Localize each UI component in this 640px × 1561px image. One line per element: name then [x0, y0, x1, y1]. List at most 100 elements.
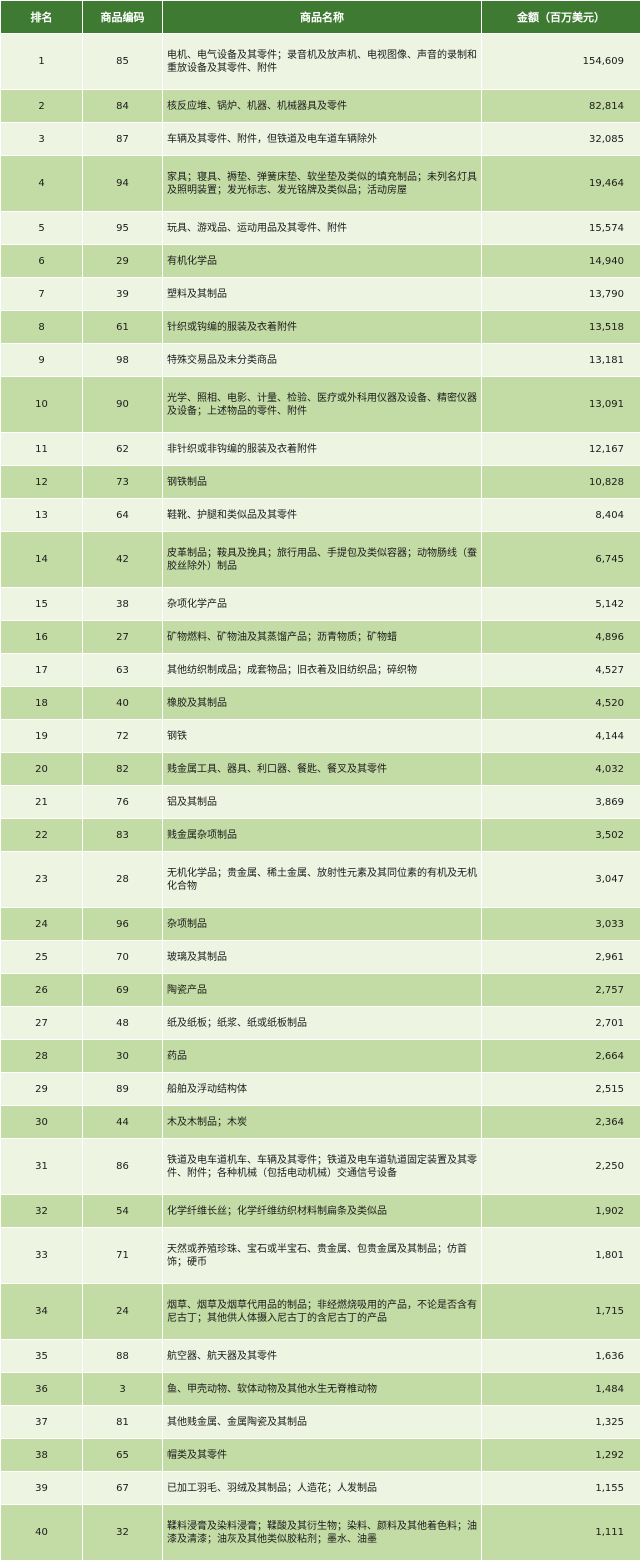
amount-cell: 1,155: [482, 1472, 640, 1505]
name-cell: 杂项制品: [163, 908, 482, 941]
amount-cell: 15,574: [482, 212, 640, 245]
amount-cell: 3,033: [482, 908, 640, 941]
code-cell: 62: [83, 433, 163, 466]
amount-cell: 82,814: [482, 90, 640, 123]
amount-cell: 14,940: [482, 245, 640, 278]
name-cell: 家具；寝具、褥垫、弹簧床垫、软坐垫及类似的填充制品；未列名灯具及照明装置；发光标…: [163, 156, 482, 212]
code-cell: 98: [83, 344, 163, 377]
name-cell: 贱金属工具、器具、利口器、餐匙、餐叉及其零件: [163, 753, 482, 786]
rank-cell: 9: [1, 344, 83, 377]
rank-cell: 39: [1, 1472, 83, 1505]
code-cell: 90: [83, 377, 163, 433]
name-cell: 玻璃及其制品: [163, 941, 482, 974]
code-cell: 94: [83, 156, 163, 212]
amount-cell: 1,902: [482, 1195, 640, 1228]
amount-cell: 1,325: [482, 1406, 640, 1439]
code-cell: 70: [83, 941, 163, 974]
name-cell: 天然或养殖珍珠、宝石或半宝石、贵金属、包贵金属及其制品；仿首饰；硬币: [163, 1228, 482, 1284]
rank-cell: 15: [1, 588, 83, 621]
code-cell: 84: [83, 90, 163, 123]
code-cell: 48: [83, 1007, 163, 1040]
amount-cell: 4,896: [482, 621, 640, 654]
amount-cell: 1,801: [482, 1228, 640, 1284]
name-cell: 电机、电气设备及其零件；录音机及放声机、电视图像、声音的录制和重放设备及其零件、…: [163, 34, 482, 90]
rank-cell: 10: [1, 377, 83, 433]
amount-cell: 5,142: [482, 588, 640, 621]
code-cell: 64: [83, 499, 163, 532]
name-cell: 有机化学品: [163, 245, 482, 278]
code-cell: 61: [83, 311, 163, 344]
amount-cell: 13,790: [482, 278, 640, 311]
code-cell: 29: [83, 245, 163, 278]
rank-cell: 37: [1, 1406, 83, 1439]
name-cell: 化学纤维长丝；化学纤维纺织材料制扁条及类似品: [163, 1195, 482, 1228]
name-cell: 钢铁制品: [163, 466, 482, 499]
code-cell: 71: [83, 1228, 163, 1284]
rank-cell: 31: [1, 1139, 83, 1195]
rank-cell: 4: [1, 156, 83, 212]
rank-cell: 16: [1, 621, 83, 654]
name-cell: 皮革制品；鞍具及挽具；旅行用品、手提包及类似容器；动物肠线（蚕胶丝除外）制品: [163, 532, 482, 588]
name-cell: 矿物燃料、矿物油及其蒸馏产品；沥青物质；矿物蜡: [163, 621, 482, 654]
name-cell: 杂项化学产品: [163, 588, 482, 621]
amount-cell: 10,828: [482, 466, 640, 499]
code-cell: 39: [83, 278, 163, 311]
name-cell: 其他贱金属、金属陶瓷及其制品: [163, 1406, 482, 1439]
amount-cell: 3,047: [482, 852, 640, 908]
rank-cell: 19: [1, 720, 83, 753]
rank-cell: 6: [1, 245, 83, 278]
amount-cell: 2,515: [482, 1073, 640, 1106]
name-cell: 鞋靴、护腿和类似品及其零件: [163, 499, 482, 532]
rank-cell: 34: [1, 1284, 83, 1340]
amount-cell: 19,464: [482, 156, 640, 212]
name-cell: 无机化学品；贵金属、稀土金属、放射性元素及其同位素的有机及无机化合物: [163, 852, 482, 908]
amount-cell: 3,869: [482, 786, 640, 819]
code-cell: 67: [83, 1472, 163, 1505]
rank-cell: 21: [1, 786, 83, 819]
name-cell: 钢铁: [163, 720, 482, 753]
name-cell: 木及木制品；木炭: [163, 1106, 482, 1139]
rank-cell: 40: [1, 1505, 83, 1561]
rank-cell: 17: [1, 654, 83, 687]
code-cell: 73: [83, 466, 163, 499]
amount-cell: 1,484: [482, 1373, 640, 1406]
amount-cell: 4,520: [482, 687, 640, 720]
amount-cell: 2,701: [482, 1007, 640, 1040]
code-cell: 32: [83, 1505, 163, 1561]
rank-cell: 2: [1, 90, 83, 123]
name-cell: 烟草、烟草及烟草代用品的制品；非经燃烧吸用的产品，不论是否含有尼古丁；其他供人体…: [163, 1284, 482, 1340]
name-cell: 贱金属杂项制品: [163, 819, 482, 852]
code-cell: 24: [83, 1284, 163, 1340]
amount-cell: 8,404: [482, 499, 640, 532]
code-cell: 65: [83, 1439, 163, 1472]
amount-cell: 12,167: [482, 433, 640, 466]
name-cell: 鞣料浸膏及染料浸膏；鞣酸及其衍生物；染料、颜料及其他着色料；油漆及清漆；油灰及其…: [163, 1505, 482, 1561]
code-cell: 38: [83, 588, 163, 621]
code-cell: 3: [83, 1373, 163, 1406]
code-cell: 87: [83, 123, 163, 156]
rank-cell: 11: [1, 433, 83, 466]
name-cell: 核反应堆、锅炉、机器、机械器具及零件: [163, 90, 482, 123]
rank-cell: 29: [1, 1073, 83, 1106]
rank-cell: 20: [1, 753, 83, 786]
